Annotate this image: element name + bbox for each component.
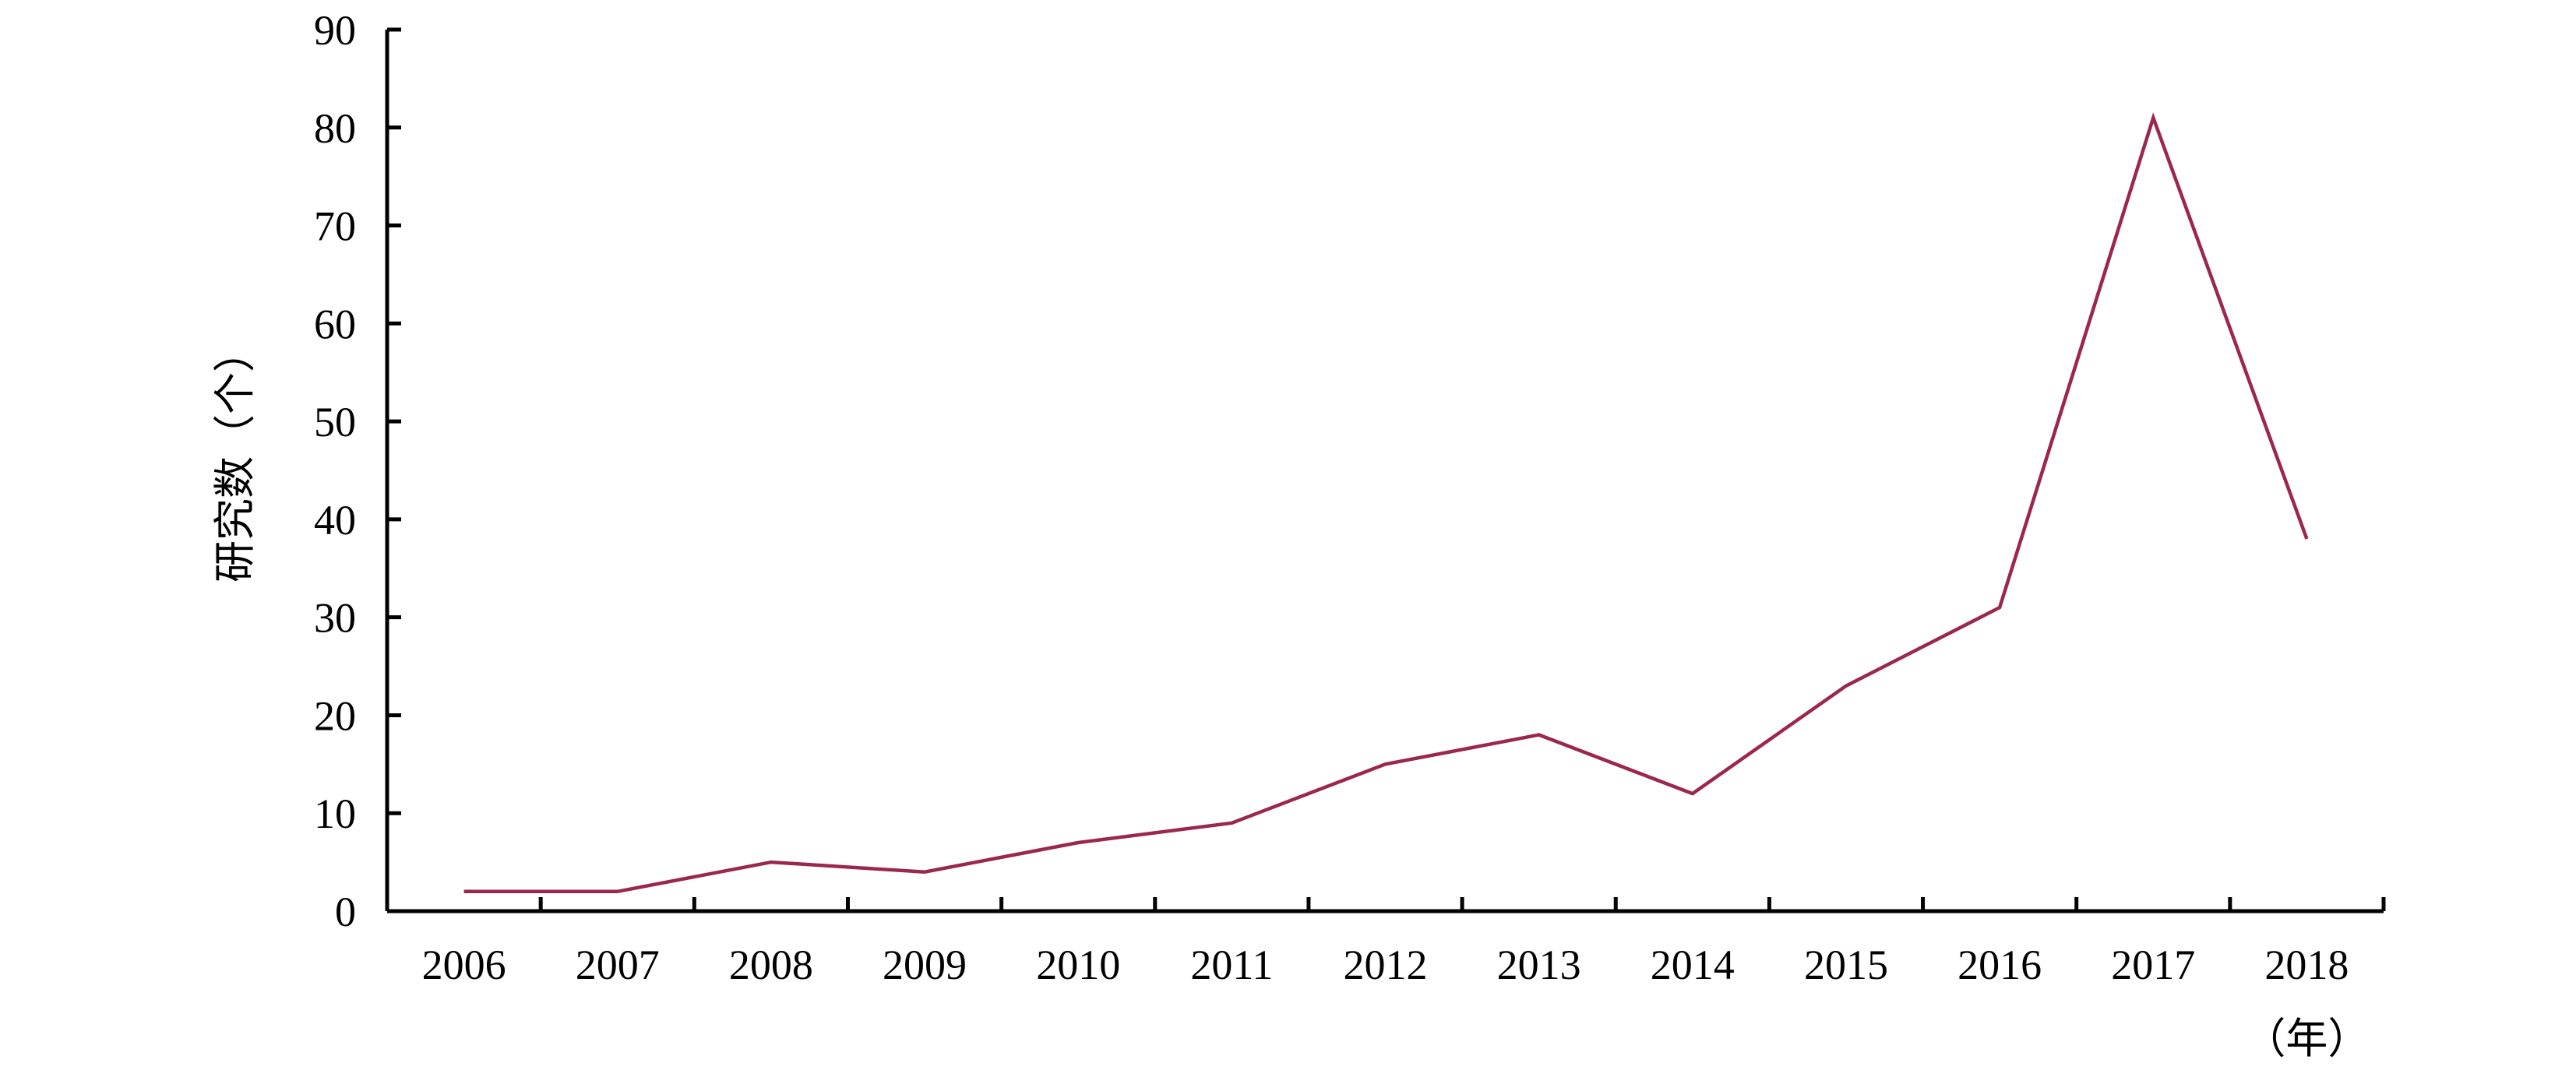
y-tick-label-5: 50 xyxy=(314,399,356,445)
x-tick-label-2: 2008 xyxy=(729,942,813,988)
x-tick-label-3: 2009 xyxy=(883,942,967,988)
x-axis-ticks: 2006 2007 2008 2009 2010 2011 2012 2013 2014 2015… xyxy=(385,897,2386,988)
y-tick-label-2: 20 xyxy=(314,692,356,739)
x-tick-label-5: 2011 xyxy=(1190,942,1273,988)
y-tick-label-7: 70 xyxy=(314,203,356,250)
y-tick-label-4: 40 xyxy=(314,497,356,544)
x-axis-title: （年） xyxy=(2243,1014,2370,1063)
y-tick-label-1: 10 xyxy=(314,790,356,837)
x-tick-label-12: 2018 xyxy=(2264,942,2349,988)
y-axis-title: 研究数（个） xyxy=(210,330,259,583)
x-tick-label-0: 2006 xyxy=(422,942,506,988)
y-tick-label-0: 0 xyxy=(335,889,356,935)
x-tick-label-10: 2016 xyxy=(1958,942,2042,988)
y-axis-ticks: 0 10 20 30 40 50 60 70 80 90 xyxy=(314,7,401,935)
x-tick-label-7: 2013 xyxy=(1497,942,1581,988)
x-tick-label-6: 2012 xyxy=(1344,942,1428,988)
series-group xyxy=(463,112,2309,894)
x-tick-label-11: 2017 xyxy=(2111,942,2195,988)
series-line-0 xyxy=(463,112,2309,894)
x-tick-label-9: 2015 xyxy=(1804,942,1888,988)
y-tick-label-6: 60 xyxy=(314,301,356,347)
y-tick-label-9: 90 xyxy=(314,7,356,54)
y-tick-label-8: 80 xyxy=(314,105,356,152)
x-tick-label-1: 2007 xyxy=(576,942,660,988)
x-tick-label-8: 2014 xyxy=(1651,942,1735,988)
x-tick-label-4: 2010 xyxy=(1036,942,1120,988)
y-tick-label-3: 30 xyxy=(314,595,356,642)
